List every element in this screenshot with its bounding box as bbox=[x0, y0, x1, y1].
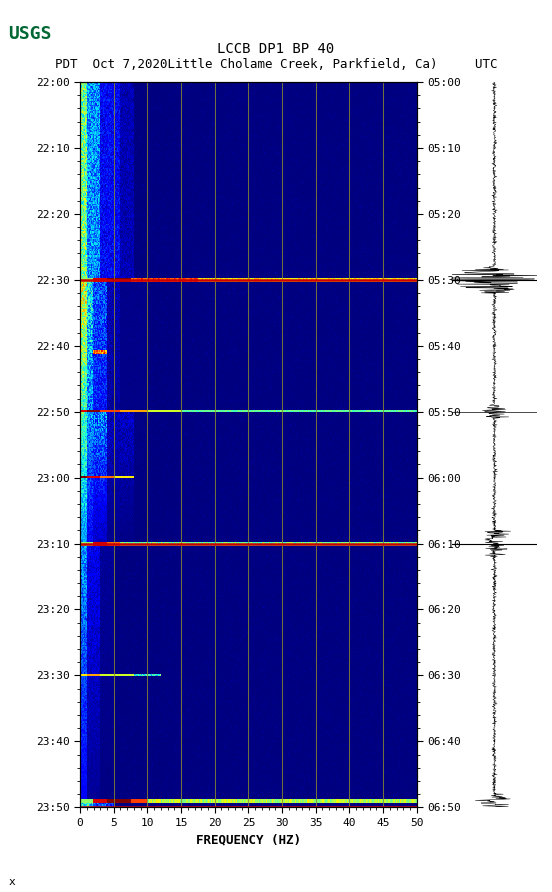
Text: PDT  Oct 7,2020Little Cholame Creek, Parkfield, Ca)     UTC: PDT Oct 7,2020Little Cholame Creek, Park… bbox=[55, 58, 497, 70]
Text: USGS: USGS bbox=[8, 25, 52, 43]
Text: x: x bbox=[8, 877, 15, 887]
X-axis label: FREQUENCY (HZ): FREQUENCY (HZ) bbox=[196, 833, 301, 847]
Text: LCCB DP1 BP 40: LCCB DP1 BP 40 bbox=[217, 42, 335, 56]
